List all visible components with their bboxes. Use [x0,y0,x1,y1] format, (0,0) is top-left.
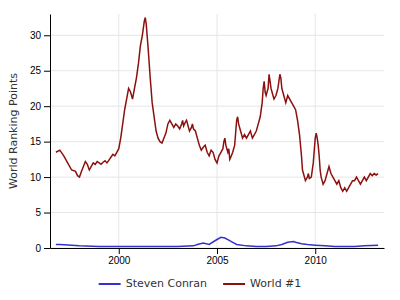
tick-label: 10 [30,172,42,183]
grid-line [50,70,384,71]
tick-label: 2000 [108,255,131,266]
line [56,237,378,246]
y-axis-label: World Ranking Points [7,73,20,189]
grid-line [50,35,384,36]
tick-mark [44,248,50,249]
tick: 2005 [206,248,229,266]
axis-line [50,15,51,249]
legend-item: World #1 [223,277,301,290]
legend-label: World #1 [250,277,301,290]
tick: 20 [30,101,50,112]
tick-mark [44,106,50,107]
line [56,18,378,192]
tick-label: 5 [35,207,41,218]
tick: 2010 [305,248,328,266]
tick-label: 2005 [206,255,229,266]
grid-line [50,106,384,107]
grid-line [50,141,384,142]
tick: 2000 [108,248,131,266]
legend-label: Steven Conran [126,277,207,290]
tick-label: 20 [30,101,42,112]
legend-swatch [99,283,121,285]
lines [56,18,378,247]
tick: 0 [35,243,50,254]
grid [50,14,384,248]
y-axis: 0 5 10 15 20 25 30 [30,15,51,254]
tick-label: 30 [30,30,42,41]
tick-label: 15 [30,136,42,147]
tick: 5 [35,207,50,218]
tick: 10 [30,172,50,183]
tick-mark [44,35,50,36]
tick-label: 0 [35,243,41,254]
grid-line [50,212,384,213]
tick-mark [44,71,50,72]
legend-item: Steven Conran [99,277,207,290]
tick-mark [315,248,316,254]
chart: 2000 2005 2010 0 5 10 15 20 25 30 World Ranking Po… [0,0,400,300]
tick: 25 [30,65,50,76]
tick-mark [119,248,120,254]
tick-mark [44,213,50,214]
tick-label: 25 [30,65,42,76]
legend-swatch [223,283,245,285]
x-axis: 2000 2005 2010 [51,248,385,266]
legend: Steven Conran World #1 [99,277,302,290]
tick-mark [44,177,50,178]
tick-mark [217,248,218,254]
tick: 30 [30,30,50,41]
tick: 15 [30,136,50,147]
tick-label: 2010 [305,255,328,266]
plot-area: 2000 2005 2010 0 5 10 15 20 25 30 [30,14,385,266]
tick-mark [44,142,50,143]
